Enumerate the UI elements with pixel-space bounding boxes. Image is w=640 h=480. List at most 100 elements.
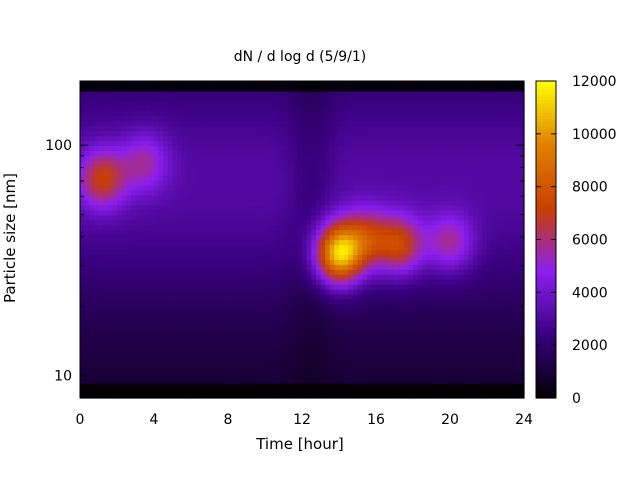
heatmap-cell — [325, 185, 331, 191]
heatmap-cell — [348, 363, 354, 369]
heatmap-cell — [260, 110, 266, 117]
heatmap-cell — [130, 318, 137, 325]
heatmap-cell — [167, 269, 174, 275]
heatmap-cell — [325, 393, 331, 399]
heatmap-cell — [89, 259, 95, 265]
heatmap-cell — [417, 274, 423, 280]
heatmap-cell — [209, 279, 215, 285]
heatmap-cell — [241, 81, 248, 87]
heatmap-cell — [149, 160, 155, 166]
heatmap-cell — [376, 244, 382, 250]
heatmap-cell — [130, 155, 137, 161]
heatmap-cell — [158, 378, 164, 384]
heatmap-cell — [325, 81, 331, 87]
heatmap-cell — [297, 199, 303, 206]
heatmap-cell — [311, 85, 317, 92]
heatmap-cell — [265, 333, 271, 340]
heatmap-cell — [84, 185, 90, 191]
heatmap-cell — [80, 209, 86, 216]
heatmap-cell — [403, 254, 409, 260]
heatmap-cell — [89, 269, 95, 275]
heatmap-cell — [413, 353, 419, 359]
heatmap-cell — [93, 145, 100, 151]
heatmap-cell — [135, 313, 141, 320]
heatmap-cell — [223, 393, 229, 399]
heatmap-cell — [352, 229, 359, 236]
heatmap-cell — [325, 110, 331, 117]
heatmap-cell — [352, 323, 359, 330]
heatmap-cell — [237, 81, 243, 87]
heatmap-cell — [278, 373, 285, 379]
heatmap-cell — [422, 343, 428, 350]
heatmap-cell — [126, 175, 132, 181]
heatmap-cell — [385, 100, 391, 107]
heatmap-cell — [181, 140, 187, 146]
heatmap-cell — [186, 279, 192, 285]
heatmap-cell — [140, 373, 146, 379]
heatmap-cell — [408, 120, 414, 127]
heatmap-cell — [306, 358, 312, 364]
heatmap-cell — [163, 120, 169, 127]
heatmap-cell — [241, 303, 248, 310]
heatmap-cell — [306, 343, 312, 350]
heatmap-cell — [237, 358, 243, 364]
heatmap-cell — [89, 155, 95, 161]
heatmap-cell — [362, 254, 368, 260]
heatmap-cell — [140, 165, 146, 171]
heatmap-cell — [140, 90, 146, 97]
heatmap-cell — [251, 264, 257, 270]
heatmap-cell — [130, 353, 137, 359]
heatmap-cell — [167, 204, 174, 211]
heatmap-cell — [371, 254, 377, 260]
heatmap-cell — [306, 353, 312, 359]
heatmap-cell — [204, 150, 211, 156]
heatmap-cell — [366, 388, 372, 394]
heatmap-cell — [181, 293, 187, 300]
heatmap-cell — [140, 363, 146, 369]
heatmap-cell — [329, 234, 335, 241]
heatmap-cell — [269, 348, 275, 355]
heatmap-cell — [366, 383, 372, 389]
heatmap-cell — [181, 303, 187, 310]
heatmap-cell — [348, 90, 354, 97]
heatmap-cell — [297, 219, 303, 226]
heatmap-cell — [320, 110, 326, 117]
heatmap-cell — [237, 125, 243, 132]
heatmap-cell — [232, 323, 238, 330]
heatmap-cell — [362, 378, 368, 384]
heatmap-cell — [107, 135, 113, 142]
heatmap-cell — [228, 383, 234, 389]
heatmap-cell — [84, 199, 90, 206]
heatmap-cell — [154, 115, 160, 122]
heatmap-cell — [343, 175, 349, 181]
heatmap-cell — [426, 313, 433, 320]
heatmap-cell — [339, 95, 345, 102]
heatmap-cell — [163, 308, 169, 315]
heatmap-cell — [278, 194, 285, 201]
heatmap-cell — [130, 308, 137, 315]
heatmap-cell — [302, 328, 308, 335]
heatmap-cell — [371, 180, 377, 186]
heatmap-cell — [149, 229, 155, 236]
heatmap-cell — [426, 160, 433, 166]
heatmap-cell — [329, 145, 335, 151]
heatmap-cell — [140, 145, 146, 151]
heatmap-cell — [144, 269, 150, 275]
heatmap-cell — [399, 204, 405, 211]
heatmap-cell — [177, 333, 183, 340]
heatmap-cell — [306, 180, 312, 186]
heatmap-cell — [232, 209, 238, 216]
heatmap-cell — [403, 175, 409, 181]
heatmap-cell — [80, 289, 86, 295]
heatmap-cell — [181, 170, 187, 176]
heatmap-cell — [362, 274, 368, 280]
heatmap-cell — [399, 303, 405, 310]
heatmap-cell — [251, 303, 257, 310]
heatmap-cell — [154, 81, 160, 87]
heatmap-cell — [311, 328, 317, 335]
heatmap-cell — [214, 234, 220, 241]
heatmap-cell — [311, 259, 317, 265]
heatmap-cell — [352, 353, 359, 359]
heatmap-cell — [209, 249, 215, 255]
heatmap-cell — [348, 199, 354, 206]
